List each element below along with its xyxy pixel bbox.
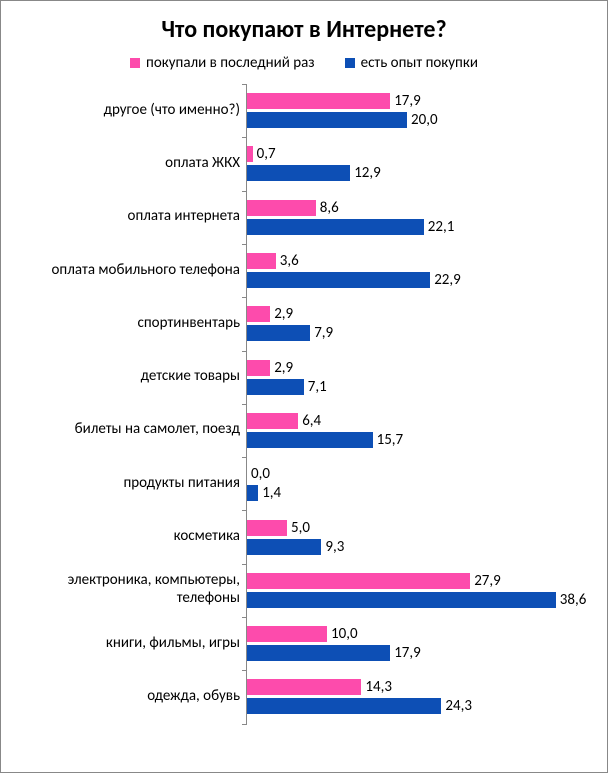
- bar-experience: [247, 379, 304, 395]
- category-label: спортинвентарь: [15, 315, 240, 332]
- value-last-time: 27,9: [474, 572, 501, 590]
- legend: покупали в последний раз есть опыт покуп…: [11, 54, 597, 72]
- category-label: продукты питания: [15, 475, 240, 492]
- value-last-time: 8,6: [320, 199, 339, 217]
- legend-swatch-last-time: [130, 58, 140, 68]
- category-label: оплата ЖКХ: [15, 155, 240, 172]
- value-experience: 22,1: [428, 218, 455, 236]
- bar-experience: [247, 645, 390, 661]
- category-label: одежда, обувь: [15, 688, 240, 705]
- axis-tick: [242, 351, 247, 352]
- legend-item-experience: есть опыт покупки: [345, 54, 478, 72]
- chart-container: Что покупают в Интернете? покупали в пос…: [0, 0, 608, 773]
- value-experience: 12,9: [354, 164, 381, 182]
- value-experience: 20,0: [411, 111, 438, 129]
- value-experience: 7,1: [308, 378, 327, 396]
- value-experience: 38,6: [560, 591, 587, 609]
- bar-last-time: [247, 200, 316, 216]
- value-last-time: 10,0: [331, 625, 358, 643]
- axis-tick: [242, 724, 247, 725]
- bar-experience: [247, 325, 310, 341]
- axis-tick: [242, 244, 247, 245]
- axis-tick: [242, 564, 247, 565]
- value-last-time: 17,9: [394, 92, 421, 110]
- axis-tick: [242, 670, 247, 671]
- bar-last-time: [247, 573, 470, 589]
- axis-tick: [242, 84, 247, 85]
- bar-last-time: [247, 306, 270, 322]
- legend-label-last-time: покупали в последний раз: [146, 54, 315, 72]
- value-experience: 22,9: [434, 271, 461, 289]
- category-label: детские товары: [15, 368, 240, 385]
- bar-experience: [247, 219, 424, 235]
- bar-last-time: [247, 413, 298, 429]
- bar-experience: [247, 165, 350, 181]
- bar-experience: [247, 432, 373, 448]
- legend-swatch-experience: [345, 58, 355, 68]
- category-label: билеты на самолет, поезд: [15, 421, 240, 438]
- value-experience: 17,9: [394, 644, 421, 662]
- category-label: книги, фильмы, игры: [15, 635, 240, 652]
- category-label: электроника, компьютеры, телефоны: [15, 572, 240, 607]
- value-last-time: 14,3: [365, 678, 392, 696]
- bar-last-time: [247, 626, 327, 642]
- axis-tick: [242, 137, 247, 138]
- bar-last-time: [247, 679, 361, 695]
- value-experience: 15,7: [377, 431, 404, 449]
- category-label: оплата интернета: [15, 208, 240, 225]
- value-last-time: 0,7: [257, 145, 276, 163]
- legend-item-last-time: покупали в последний раз: [130, 54, 315, 72]
- axis-tick: [242, 457, 247, 458]
- axis-tick: [242, 297, 247, 298]
- category-label: косметика: [15, 528, 240, 545]
- value-experience: 24,3: [445, 697, 472, 715]
- bar-last-time: [247, 360, 270, 376]
- chart-title: Что покупают в Интернете?: [11, 15, 597, 44]
- value-last-time: 3,6: [280, 252, 299, 270]
- labels-column: другое (что именно?) оплата ЖКХ оплата инт…: [11, 84, 246, 724]
- bar-last-time: [247, 146, 253, 162]
- bar-experience: [247, 539, 321, 555]
- value-last-time: 6,4: [302, 412, 321, 430]
- bars-column: 17,920,00,712,98,622,13,622,92,97,92,97,…: [246, 84, 597, 724]
- value-last-time: 2,9: [274, 305, 293, 323]
- plot-area: другое (что именно?) оплата ЖКХ оплата инт…: [11, 84, 597, 724]
- bar-experience: [247, 112, 407, 128]
- bar-last-time: [247, 520, 287, 536]
- value-last-time: 0,0: [251, 465, 270, 483]
- axis-tick: [242, 404, 247, 405]
- value-last-time: 5,0: [291, 519, 310, 537]
- bar-last-time: [247, 253, 276, 269]
- value-experience: 1,4: [262, 484, 281, 502]
- bar-last-time: [247, 93, 390, 109]
- axis-tick: [242, 191, 247, 192]
- value-last-time: 2,9: [274, 359, 293, 377]
- axis-tick: [242, 617, 247, 618]
- legend-label-experience: есть опыт покупки: [361, 54, 478, 72]
- axis-tick: [242, 510, 247, 511]
- category-label: оплата мобильного телефона: [15, 262, 240, 279]
- bar-experience: [247, 592, 556, 608]
- bar-experience: [247, 698, 441, 714]
- category-label: другое (что именно?): [15, 102, 240, 119]
- value-experience: 7,9: [314, 324, 333, 342]
- bar-experience: [247, 272, 430, 288]
- bar-experience: [247, 485, 258, 501]
- value-experience: 9,3: [325, 538, 344, 556]
